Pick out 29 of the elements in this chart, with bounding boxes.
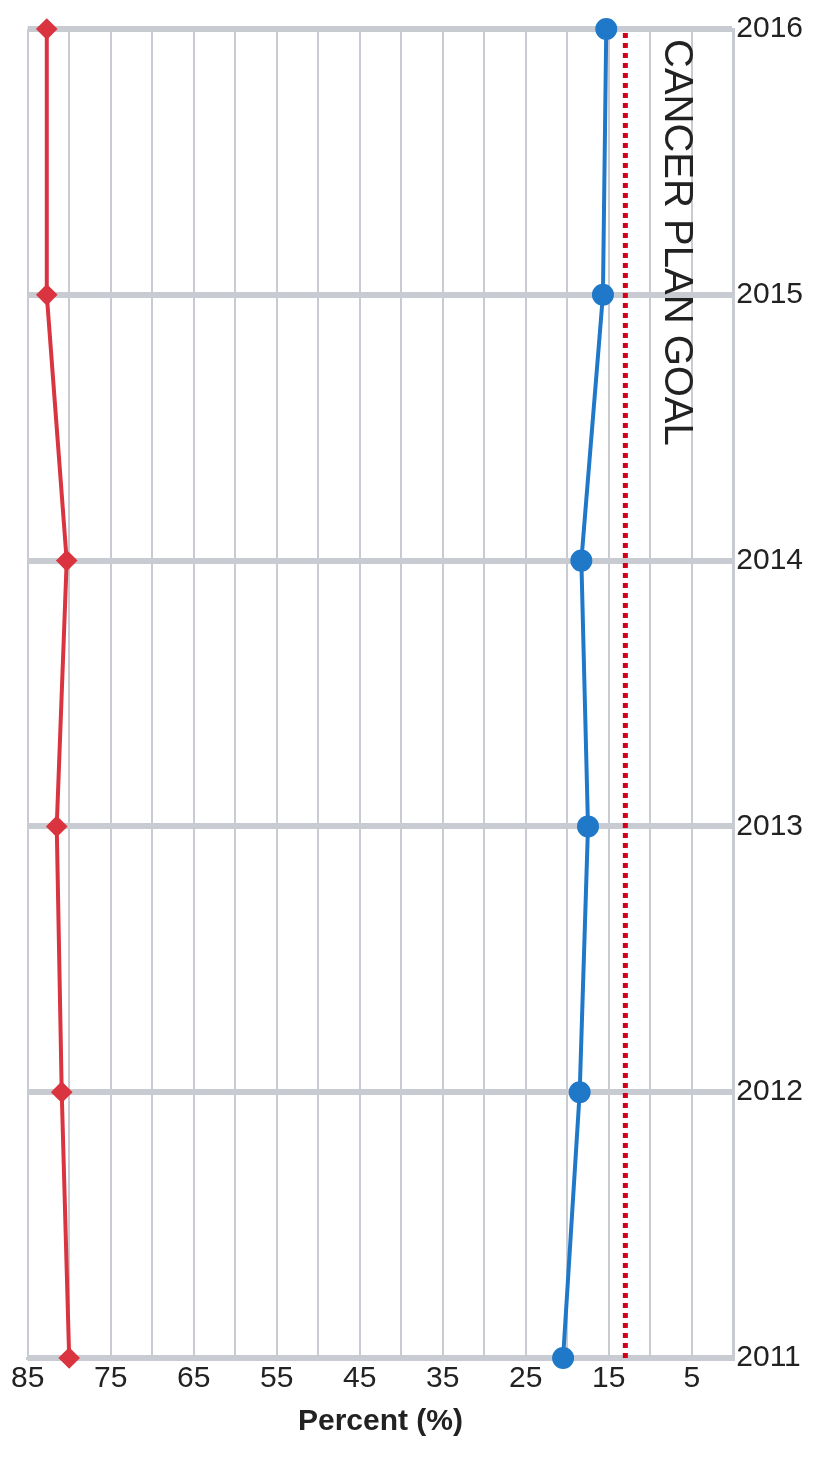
x-tick-label: 35 <box>426 1360 460 1394</box>
x-tick-label: 25 <box>509 1360 543 1394</box>
point <box>577 815 599 838</box>
x-tick-label: 5 <box>683 1360 701 1394</box>
point <box>591 283 614 306</box>
y-tick-label: 2012 <box>736 1073 804 1107</box>
x-tick-label: 15 <box>592 1360 626 1394</box>
point <box>51 1082 72 1103</box>
point <box>36 284 57 305</box>
x-axis-title: Percent (%) <box>297 1403 463 1437</box>
point <box>568 1081 591 1104</box>
x-tick-label: 75 <box>94 1360 128 1394</box>
x-tick-label: 85 <box>11 1360 45 1394</box>
x-tick-label: 45 <box>343 1360 377 1394</box>
point <box>552 1347 575 1369</box>
point <box>59 1348 80 1368</box>
y-tick-label: 2014 <box>736 541 804 575</box>
point <box>570 549 593 572</box>
ref-line-label: CANCER PLAN GOAL <box>657 39 702 446</box>
x-tick-label: 65 <box>177 1360 211 1394</box>
point <box>46 816 67 837</box>
x-tick-label: 55 <box>260 1360 294 1394</box>
y-tick-label: 2015 <box>736 276 804 310</box>
point <box>36 19 57 39</box>
point <box>595 18 618 40</box>
y-tick-label: 2016 <box>736 10 804 44</box>
y-tick-label: 2013 <box>736 807 804 841</box>
y-tick-label: 2011 <box>736 1339 801 1373</box>
point <box>56 550 77 571</box>
